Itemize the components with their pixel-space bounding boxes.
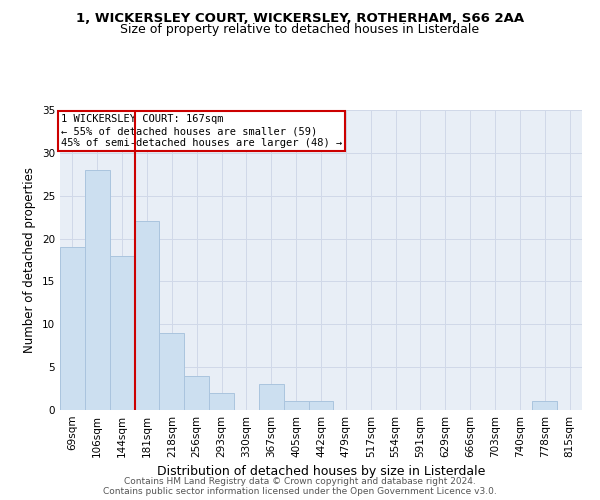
Bar	[85, 170, 110, 410]
Bar	[259, 384, 284, 410]
Text: Contains HM Land Registry data © Crown copyright and database right 2024.: Contains HM Land Registry data © Crown c…	[124, 478, 476, 486]
Text: 1 WICKERSLEY COURT: 167sqm
← 55% of detached houses are smaller (59)
45% of semi: 1 WICKERSLEY COURT: 167sqm ← 55% of deta…	[61, 114, 342, 148]
Bar	[110, 256, 134, 410]
Bar	[134, 222, 160, 410]
Text: Size of property relative to detached houses in Listerdale: Size of property relative to detached ho…	[121, 22, 479, 36]
Bar	[532, 402, 557, 410]
Bar	[308, 402, 334, 410]
Bar	[284, 402, 308, 410]
Y-axis label: Number of detached properties: Number of detached properties	[23, 167, 37, 353]
Text: Contains public sector information licensed under the Open Government Licence v3: Contains public sector information licen…	[103, 488, 497, 496]
Text: 1, WICKERSLEY COURT, WICKERSLEY, ROTHERHAM, S66 2AA: 1, WICKERSLEY COURT, WICKERSLEY, ROTHERH…	[76, 12, 524, 26]
X-axis label: Distribution of detached houses by size in Listerdale: Distribution of detached houses by size …	[157, 466, 485, 478]
Bar	[60, 247, 85, 410]
Bar	[184, 376, 209, 410]
Bar	[160, 333, 184, 410]
Bar	[209, 393, 234, 410]
